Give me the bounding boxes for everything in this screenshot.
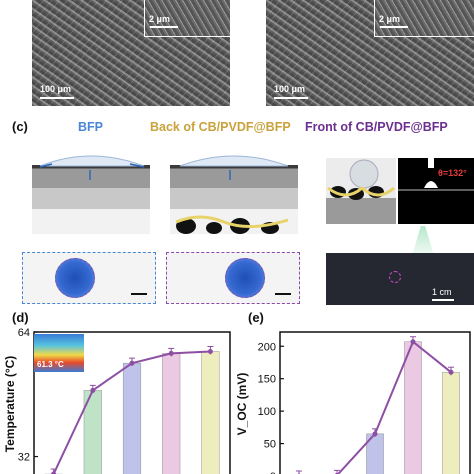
temp-point xyxy=(90,387,96,393)
panel-letter-e: (e) xyxy=(248,310,264,325)
panel-letter-c: (c) xyxy=(12,119,28,134)
cb-particles-back xyxy=(175,215,289,234)
temp-ylabel: Temperature (°C) xyxy=(3,356,17,453)
title-front: Front of CB/PVDF@BFP xyxy=(305,120,448,134)
dye-box-back xyxy=(166,252,300,304)
voltage-chart: 0 50 100 150 200 V_OC (mV) xyxy=(235,331,471,474)
title-bfp: BFP xyxy=(78,120,103,134)
zoom-connector xyxy=(412,226,434,256)
panel-letter-d: (d) xyxy=(12,310,29,325)
droplet-back-overlay xyxy=(175,155,289,234)
temp-ytick-label: 32 xyxy=(18,452,30,464)
voc-bar xyxy=(442,371,460,474)
title-back: Back of CB/PVDF@BFP xyxy=(150,120,291,134)
droplet-bfp-overlay xyxy=(39,155,145,180)
voc-ytick-label: 200 xyxy=(258,341,276,353)
sem-image-right: 2 μm 100 μm xyxy=(266,0,474,106)
temp-point xyxy=(207,348,213,354)
sem-scalebar-right xyxy=(274,97,308,99)
sem-scale-left: 100 μm xyxy=(40,84,72,94)
voc-frame xyxy=(279,331,471,474)
voc-ytick-label: 50 xyxy=(264,439,276,451)
scalebar-bfp xyxy=(131,293,147,295)
dye-box-front: 1 cm xyxy=(326,253,474,305)
voc-point xyxy=(372,431,378,437)
front-scale-label: 1 cm xyxy=(432,287,452,297)
temp-frame xyxy=(33,331,231,474)
sem-inset-left xyxy=(144,0,230,37)
voc-ytick-label: 0 xyxy=(270,471,276,474)
voc-ytick-label: 150 xyxy=(258,374,276,386)
sem-inset-scale-left: 2 μm xyxy=(149,14,171,24)
front-scalebar xyxy=(432,299,454,301)
sem-inset-right xyxy=(374,0,474,37)
contact-angle-svg xyxy=(398,158,474,191)
sem-scalebar-left xyxy=(40,97,74,99)
temp-bar xyxy=(122,362,142,474)
sem-inset-scalebar-right xyxy=(380,26,408,28)
contact-angle-label: θ=132° xyxy=(438,168,467,178)
front-sphere-svg xyxy=(326,159,396,224)
temp-bar xyxy=(162,353,181,474)
dye-ring-bfp xyxy=(55,258,95,298)
thermal-inset-temp: 61.3 °C xyxy=(37,360,64,369)
droplet-image-back xyxy=(170,150,298,234)
scalebar-back xyxy=(275,293,291,295)
sem-scale-right: 100 μm xyxy=(274,84,306,94)
sem-image-left: 2 μm 100 μm xyxy=(32,0,230,106)
voc-point xyxy=(410,339,416,345)
temperature-chart: 32 64 Temperature (°C) xyxy=(3,327,231,474)
droplet-image-bfp xyxy=(32,150,150,234)
thermal-inset: 61.3 °C xyxy=(34,334,84,372)
front-sphere-image xyxy=(326,158,396,224)
voc-ytick-label: 100 xyxy=(258,406,276,418)
temp-point xyxy=(51,471,57,474)
temp-point xyxy=(168,350,174,356)
temp-bar xyxy=(201,351,220,474)
contact-angle-image: θ=132° xyxy=(398,158,474,224)
voc-bar xyxy=(404,341,422,474)
temp-ytick-label: 64 xyxy=(18,327,30,339)
sem-inset-scalebar-left xyxy=(150,26,178,28)
voc-point xyxy=(448,369,454,375)
dye-ring-back xyxy=(225,258,265,298)
dye-box-bfp xyxy=(22,252,156,304)
front-spot-ring xyxy=(389,271,401,283)
temp-point xyxy=(129,360,135,366)
sem-inset-scale-right: 2 μm xyxy=(379,14,401,24)
voc-ylabel: V_OC (mV) xyxy=(235,373,249,436)
